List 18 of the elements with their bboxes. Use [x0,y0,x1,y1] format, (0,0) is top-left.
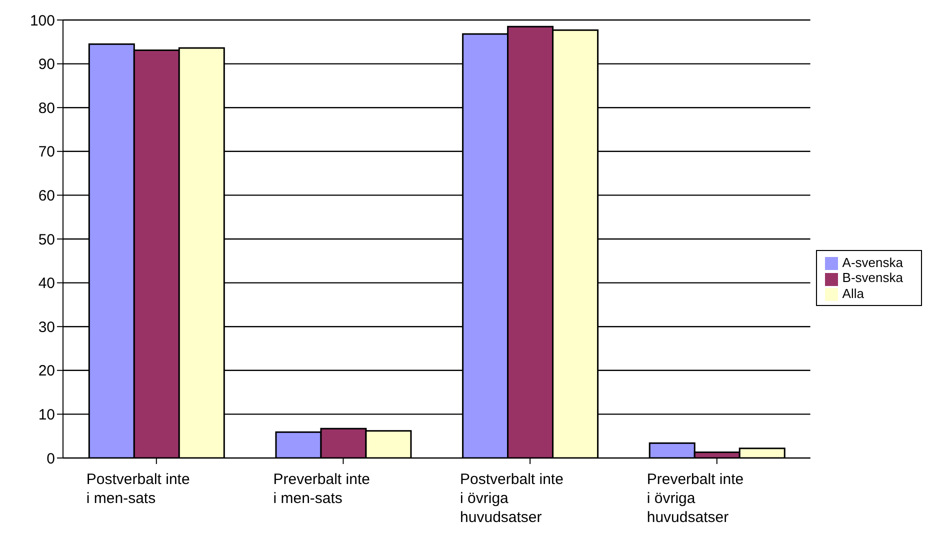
y-tick-label: 100 [30,12,55,30]
y-tick-label: 50 [38,231,55,248]
y-tick-label: 0 [46,450,55,468]
y-tick-label: 30 [38,318,55,336]
y-tick-label: 10 [38,406,55,424]
y-tick-label: 20 [38,362,55,380]
legend-label: Alla [842,286,864,301]
y-tick-label: 80 [38,100,55,117]
y-tick-label: 40 [38,275,55,292]
legend-label: A-svenska [842,255,903,270]
y-tick-label: 90 [38,56,55,74]
legend-label: B-svenska [842,270,903,286]
x-tick-label: Preverbalt inte i men-sats [273,471,370,507]
y-tick-label: 60 [38,188,55,205]
x-tick-label: Postverbalt inte i men-sats [86,471,190,507]
x-tick-label: Preverbalt inte i övriga huvudsatser [646,471,744,526]
x-tick-label: Postverbalt inte i övriga huvudsatser [460,471,564,526]
y-tick-label: 70 [38,144,55,161]
